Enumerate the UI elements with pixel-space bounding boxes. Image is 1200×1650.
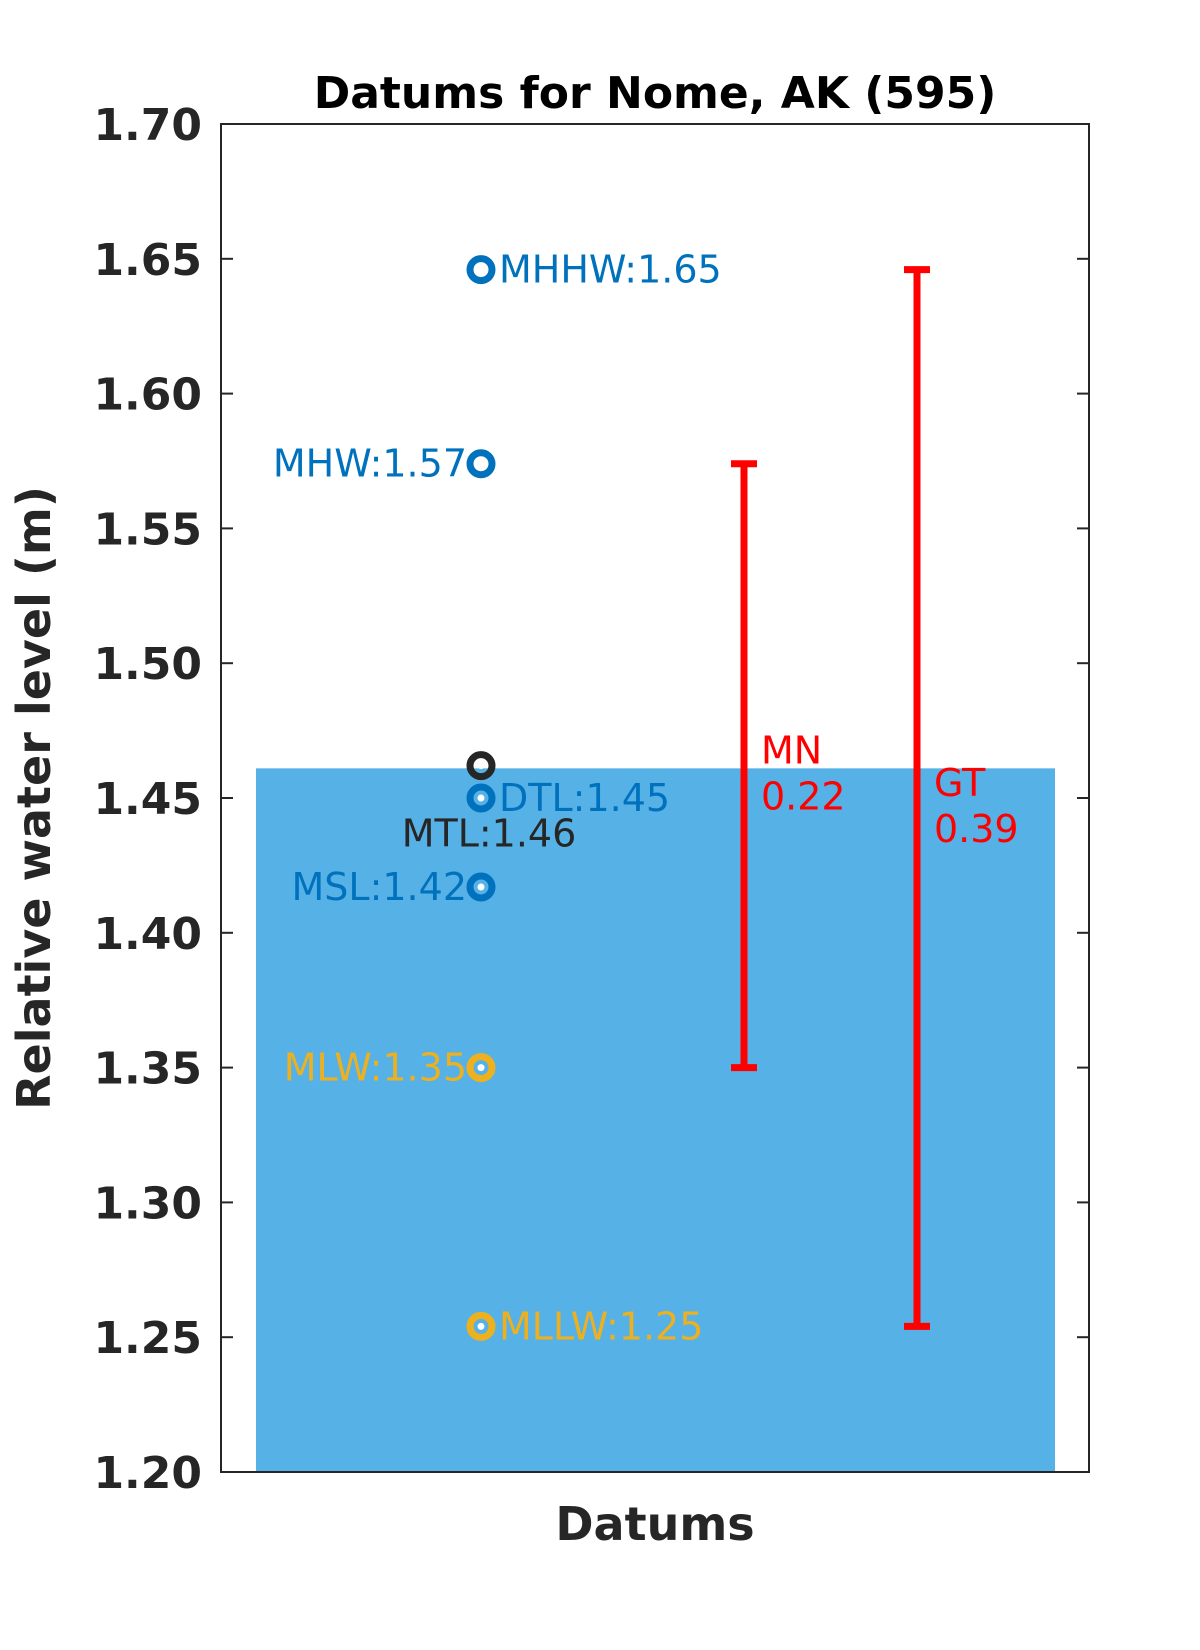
datum-marker-center: [477, 794, 485, 802]
y-tick-label: 1.65: [93, 235, 202, 286]
datum-marker: [466, 1053, 496, 1083]
datum-label: MSL:1.42: [292, 865, 468, 909]
datum-marker: [466, 872, 496, 902]
y-tick-label: 1.25: [93, 1313, 202, 1364]
range-label-value: 0.22: [761, 775, 846, 819]
y-tick-label: 1.70: [93, 100, 202, 151]
datum-label: MLLW:1.25: [499, 1304, 703, 1348]
datum-marker-center: [477, 1064, 485, 1072]
range-label-name: GT: [934, 761, 986, 805]
datum-marker-center: [477, 762, 485, 770]
datum-marker-center: [477, 1322, 485, 1330]
datum-mhw: MHW:1.57: [273, 442, 496, 486]
x-axis-label: Datums: [555, 1497, 754, 1551]
datum-marker: [466, 1311, 496, 1341]
datum-marker: [466, 751, 496, 781]
datum-marker-center: [477, 460, 485, 468]
y-tick-label: 1.35: [93, 1044, 202, 1095]
datum-marker-center: [477, 266, 485, 274]
datum-label: MHHW:1.65: [499, 248, 722, 292]
datum-label: DTL:1.45: [499, 776, 670, 820]
datum-mtl: MTL:1.46: [402, 751, 577, 856]
datum-marker: [466, 449, 496, 479]
datum-dtl: DTL:1.45: [466, 776, 670, 820]
y-tick-label: 1.60: [93, 370, 202, 421]
datum-mhhw: MHHW:1.65: [466, 248, 722, 292]
y-tick-label: 1.55: [93, 504, 202, 555]
datum-label: MTL:1.46: [402, 812, 577, 856]
range-label-value: 0.39: [934, 807, 1019, 851]
datum-marker: [466, 783, 496, 813]
y-tick-label: 1.45: [93, 774, 202, 825]
tidal-ranges: MN0.22 GT0.39: [731, 266, 1019, 1330]
y-tick-label: 1.30: [93, 1178, 202, 1229]
y-axis-label: Relative water level (m): [7, 486, 61, 1110]
datum-msl: MSL:1.42: [292, 865, 496, 909]
datum-label: MLW:1.35: [284, 1046, 467, 1090]
range-gt: GT0.39: [904, 266, 1019, 1330]
datum-mlw: MLW:1.35: [284, 1046, 496, 1090]
datum-mllw: MLLW:1.25: [466, 1304, 703, 1348]
datum-label: MHW:1.57: [273, 442, 467, 486]
range-label-name: MN: [761, 729, 822, 773]
range-mn: MN0.22: [731, 460, 846, 1072]
y-ticks: 1.20 1.25 1.30 1.35 1.40 1.45 1.50 1.55 1.60 1.65…: [93, 100, 1089, 1499]
y-tick-label: 1.40: [93, 909, 202, 960]
y-tick-label: 1.50: [93, 639, 202, 690]
chart-title: Datums for Nome, AK (595): [314, 68, 997, 119]
plot-frame: [220, 123, 1090, 1473]
datum-marker-center: [477, 883, 485, 891]
y-tick-label: 1.20: [93, 1448, 202, 1499]
datum-marker: [466, 255, 496, 285]
water-level-fill: [256, 768, 1055, 1472]
